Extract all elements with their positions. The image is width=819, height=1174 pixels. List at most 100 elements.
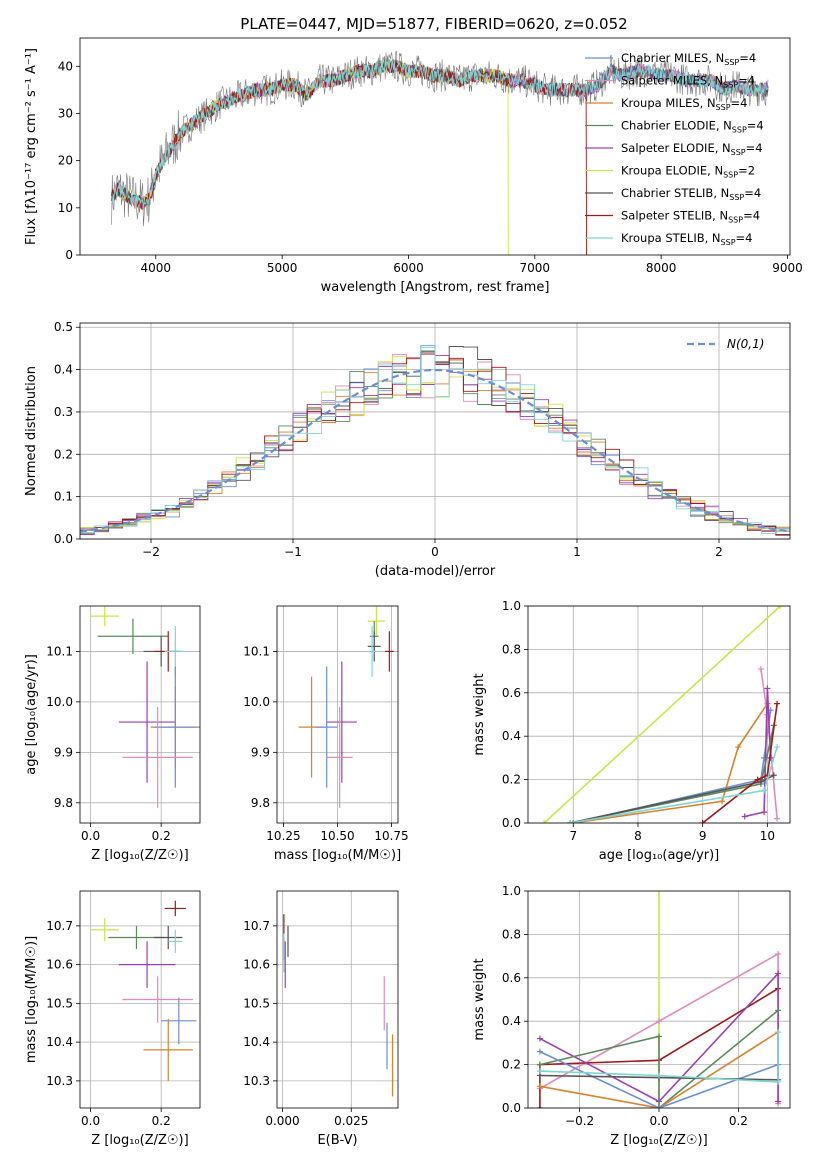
legend-label: Chabrier STELIB, NSSP=4 [621,186,761,202]
mass-weight-marker [775,1098,782,1105]
mass-weight-marker [777,606,784,609]
mass-weight-marker [536,1061,543,1068]
y-tick-label: 9.8 [251,796,270,810]
x-axis-label: Z [log₁₀(Z/Z☉)] [610,1133,707,1148]
y-tick-label: 1.0 [502,599,521,613]
y-tick-label: 0.4 [502,729,521,743]
mass-weight-marker [774,815,781,822]
x-axis-label: wavelength [Angstrom, rest frame] [321,280,550,295]
mass-weight-line [539,1009,779,1108]
legend-label: Chabrier ELODIE, NSSP=4 [621,119,764,135]
x-axis-label: mass [log₁₀(M/M☉)] [274,848,401,863]
axes-frame [79,890,201,1109]
page-title: PLATE=0447, MJD=51877, FIBERID=0620, z=0… [240,15,627,33]
axes-frame [527,605,791,824]
y-tick-label: 10.5 [243,996,270,1010]
y-tick-label: 10.6 [243,958,270,972]
error-bar-point [367,631,381,662]
legend-label: Salpeter ELODIE, NSSP=4 [621,141,763,157]
y-axis-label: Normed distribution [24,366,39,496]
x-tick-label: 0.2 [152,829,171,843]
y-tick-label: 0.0 [54,532,73,546]
x-tick-label: −2 [142,545,160,559]
mass-weight-marker [541,820,548,823]
x-tick-label: 0.2 [152,1114,171,1128]
error-bar-point [118,941,176,988]
mass-weight-marker [536,1048,543,1055]
x-axis-label: Z [log₁₀(Z/Z☉)] [91,1133,188,1148]
mass-weight-line [539,1031,779,1108]
y-tick-label: 10.0 [46,695,73,709]
y-axis-label: mass weight [472,958,487,1040]
y-tick-label: 0.5 [54,320,73,334]
error-bar-point [122,976,193,1023]
mass-vs-EBV-panel: 0.000 0.025 10.3 10.4 10.5 10.6 10.7 E(B-V) [243,890,399,1148]
x-tick-label: 4000 [141,261,172,275]
mass-weight-marker [774,700,781,707]
mass-weight-marker [770,772,777,779]
y-tick-label: 10.1 [46,644,73,658]
mass-weight-line [744,688,772,818]
mass-weight-line [573,703,769,823]
mass-weight-marker [757,665,764,672]
residuals-panel: −2 −1 0 1 2 0.0 0.1 0.2 0.3 0.4 0.5 (data-model)/er… [24,320,791,579]
spectrum-legend: Chabrier MILES, NSSP=4 Salpeter MILES, NS… [585,51,764,247]
legend-label: Chabrier MILES, NSSP=4 [621,51,756,67]
y-tick-label: 10.7 [46,919,73,933]
spectrum-model-line [111,59,588,255]
x-axis-label: age [log₁₀(age/yr)] [599,848,720,863]
x-tick-label: 0.0 [649,1114,668,1128]
mass-weight-line [539,1032,779,1083]
axes-frame [276,890,399,1109]
x-tick-label: 0 [431,545,439,559]
mass-weight-marker [656,1072,662,1079]
axes-frame [79,605,201,824]
error-bar-point [90,606,119,627]
y-tick-label: 0.4 [54,363,73,377]
normal-curve [80,368,790,533]
y-tick-label: 10.1 [243,644,270,658]
x-tick-label: 10.50 [320,829,354,843]
x-tick-label: 10.25 [266,829,300,843]
x-tick-label: 0.2 [729,1114,748,1128]
error-bar-point [122,706,193,808]
mass-weight-marker [761,809,768,816]
x-tick-label: 0.0 [81,829,100,843]
mass-weight-vs-age-plot-area [541,606,784,823]
y-tick-label: 40 [58,59,73,73]
x-tick-label: 0.025 [334,1114,368,1128]
error-bar-point [118,661,176,783]
error-bar-point [90,918,119,942]
y-tick-label: 0.2 [54,447,73,461]
x-tick-label: 10.75 [374,829,408,843]
mass-vs-EBV-plot-area [283,914,394,1097]
mass-weight-marker [757,778,764,785]
error-bar-point [385,631,394,672]
mass-weight-marker [735,744,742,751]
mass-weight-marker [754,776,761,783]
x-tick-label: 7 [569,829,577,843]
error-bar-point [326,661,357,783]
y-axis-label: mass weight [472,673,487,755]
x-tick-label: 7000 [520,261,551,275]
residuals-plot-area [80,345,790,536]
error-bar-point [367,626,377,677]
y-tick-label: 0.0 [502,816,521,830]
y-axis-label: age [log₁₀(age/yr)] [24,654,39,775]
mass-weight-marker [764,685,771,692]
x-tick-label: 6000 [393,261,424,275]
y-tick-label: 0.2 [502,1058,521,1072]
axes-frame [79,322,791,540]
age-vs-mass-panel: 10.25 10.50 10.75 9.8 9.9 10.0 10.1 mass [log₁₀… [243,605,409,863]
error-bar-point [161,997,197,1045]
mass-weight-marker [536,1068,543,1075]
mass-weight-marker [567,820,574,823]
y-axis-label: mass [log₁₀(M/M☉)] [24,936,39,1063]
age-vs-mass-plot-area [298,606,394,808]
mass-weight-line [569,774,775,823]
y-tick-label: 0.6 [502,686,521,700]
mass-weight-line [543,606,781,823]
error-bar-point [326,706,353,808]
mass-weight-marker [775,1029,782,1036]
x-tick-label: 10 [760,829,775,843]
